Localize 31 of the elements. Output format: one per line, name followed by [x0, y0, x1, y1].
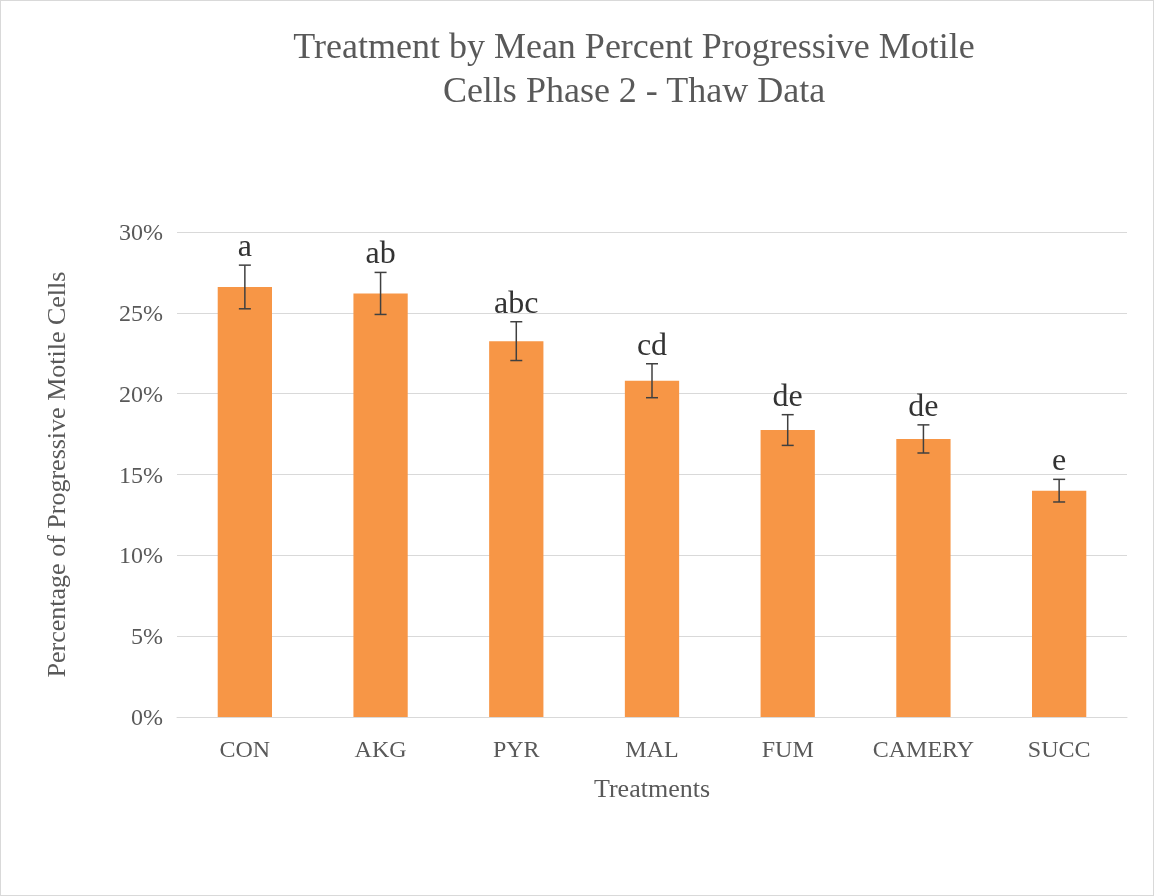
- bar: [624, 380, 680, 717]
- bar: [760, 430, 815, 717]
- x-tick-label: CAMERY: [872, 736, 975, 762]
- annotation: ab: [365, 234, 396, 271]
- y-tick-label: 0%: [131, 704, 163, 730]
- x-tick-label: PYR: [492, 736, 540, 762]
- annotation: abc: [494, 283, 539, 320]
- x-tick-label: FUM: [761, 736, 814, 762]
- y-axis-title: Percentage of Progressive Motile Cells: [41, 271, 71, 678]
- y-tick-label: 20%: [119, 380, 163, 407]
- bar: [217, 286, 272, 717]
- x-tick-label: AKG: [354, 736, 407, 762]
- y-tick-label: 30%: [119, 219, 163, 245]
- x-axis-title: Treatments: [593, 773, 711, 803]
- y-tick-label: 10%: [119, 542, 163, 569]
- bar: [896, 438, 951, 717]
- bar: [489, 341, 544, 717]
- annotation: cd: [636, 325, 668, 362]
- chart-title: Treatment by Mean Percent Progressive Motile Cells Phase 2 - Thaw Data: [293, 26, 975, 110]
- x-tick-label: CON: [219, 736, 271, 762]
- bar: [353, 293, 408, 717]
- y-tick-label: 15%: [119, 461, 163, 488]
- annotation: de: [908, 386, 939, 423]
- annotation: a: [237, 227, 252, 264]
- annotation: de: [772, 376, 803, 413]
- y-tick-label: 25%: [119, 299, 163, 326]
- annotation: e: [1052, 441, 1067, 478]
- x-tick-label: SUCC: [1027, 736, 1091, 762]
- bar: [1032, 490, 1087, 717]
- x-tick-label: MAL: [625, 736, 679, 762]
- y-tick-label: 5%: [131, 623, 163, 650]
